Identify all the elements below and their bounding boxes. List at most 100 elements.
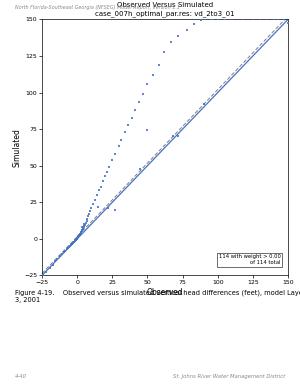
Text: North Florida-Southeast Georgia (NFSEG) Model Report, Version 1.1: North Florida-Southeast Georgia (NFSEG) … [15,5,180,10]
Point [156,62,161,68]
Point [77,232,82,238]
Point [71,240,76,246]
Point [105,169,110,175]
Point [198,17,203,23]
Point [91,201,95,207]
Point [78,230,83,236]
Point [85,216,90,222]
Point [76,233,81,239]
Point [78,231,82,237]
Point [58,253,62,259]
Point [208,16,213,23]
Point [257,16,262,23]
Point [68,243,72,249]
Point [82,223,87,229]
Point [74,236,79,242]
Point [138,166,143,172]
Point [68,242,73,248]
Point [113,151,118,158]
Point [203,16,208,23]
Point [73,237,78,243]
Title: Observed Versus Simulated
case_007h_optimal_par.res: vd_2to3_01: Observed Versus Simulated case_007h_opti… [95,2,235,17]
Point [241,16,245,23]
Point [62,248,67,254]
X-axis label: Observed: Observed [147,288,183,297]
Point [72,239,76,245]
Point [79,228,84,234]
Point [60,250,65,256]
Point [100,178,105,184]
Point [94,192,99,198]
Point [81,225,85,231]
Point [176,133,181,140]
Text: 114 with weight > 0.00
of 114 total: 114 with weight > 0.00 of 114 total [219,255,280,265]
Point [98,184,103,190]
Point [40,272,45,278]
Point [78,230,83,237]
Point [51,262,56,268]
Point [103,173,108,179]
Point [84,218,89,224]
Point [126,122,131,128]
Point [83,220,88,226]
Point [106,205,110,211]
Point [132,107,137,114]
Point [82,222,87,228]
Point [286,19,290,26]
Point [119,137,124,143]
Point [81,224,86,230]
Point [70,241,75,247]
Point [72,239,77,245]
Point [265,16,269,23]
Point [66,244,71,251]
Point [170,133,175,140]
Point [80,226,85,232]
Point [75,234,80,241]
Point [281,16,286,23]
Point [145,81,150,87]
Point [73,237,78,243]
Point [191,21,196,27]
Point [71,239,76,245]
Point [87,210,92,217]
Point [75,235,80,241]
Point [79,229,84,235]
Point [162,49,167,55]
Point [151,72,155,78]
Text: 4-40: 4-40 [15,374,27,379]
Point [184,27,189,33]
Point [55,256,59,262]
Point [64,246,69,253]
Point [96,204,100,210]
Point [47,265,52,271]
Point [79,224,84,230]
Point [86,213,91,219]
Point [75,236,80,242]
Point [276,16,280,23]
Point [76,233,81,239]
Point [250,16,255,23]
Point [62,249,67,255]
Point [113,206,118,213]
Y-axis label: Simulated: Simulated [12,128,21,167]
Point [79,229,83,236]
Point [69,241,74,247]
Point [136,99,141,105]
Point [107,165,112,171]
Point [75,234,80,240]
Point [122,129,127,135]
Point [76,232,81,239]
Point [110,157,115,163]
Point [92,197,97,203]
Point [44,268,49,275]
Point [74,236,79,242]
Point [97,187,101,193]
Point [89,204,94,211]
Point [74,237,78,243]
Point [211,16,216,23]
Point [141,91,146,97]
Text: Figure 4-19.    Observed versus simulated vertical head differences (feet), mode: Figure 4-19. Observed versus simulated v… [15,289,300,303]
Point [67,244,71,250]
Point [169,38,174,45]
Point [222,16,227,23]
